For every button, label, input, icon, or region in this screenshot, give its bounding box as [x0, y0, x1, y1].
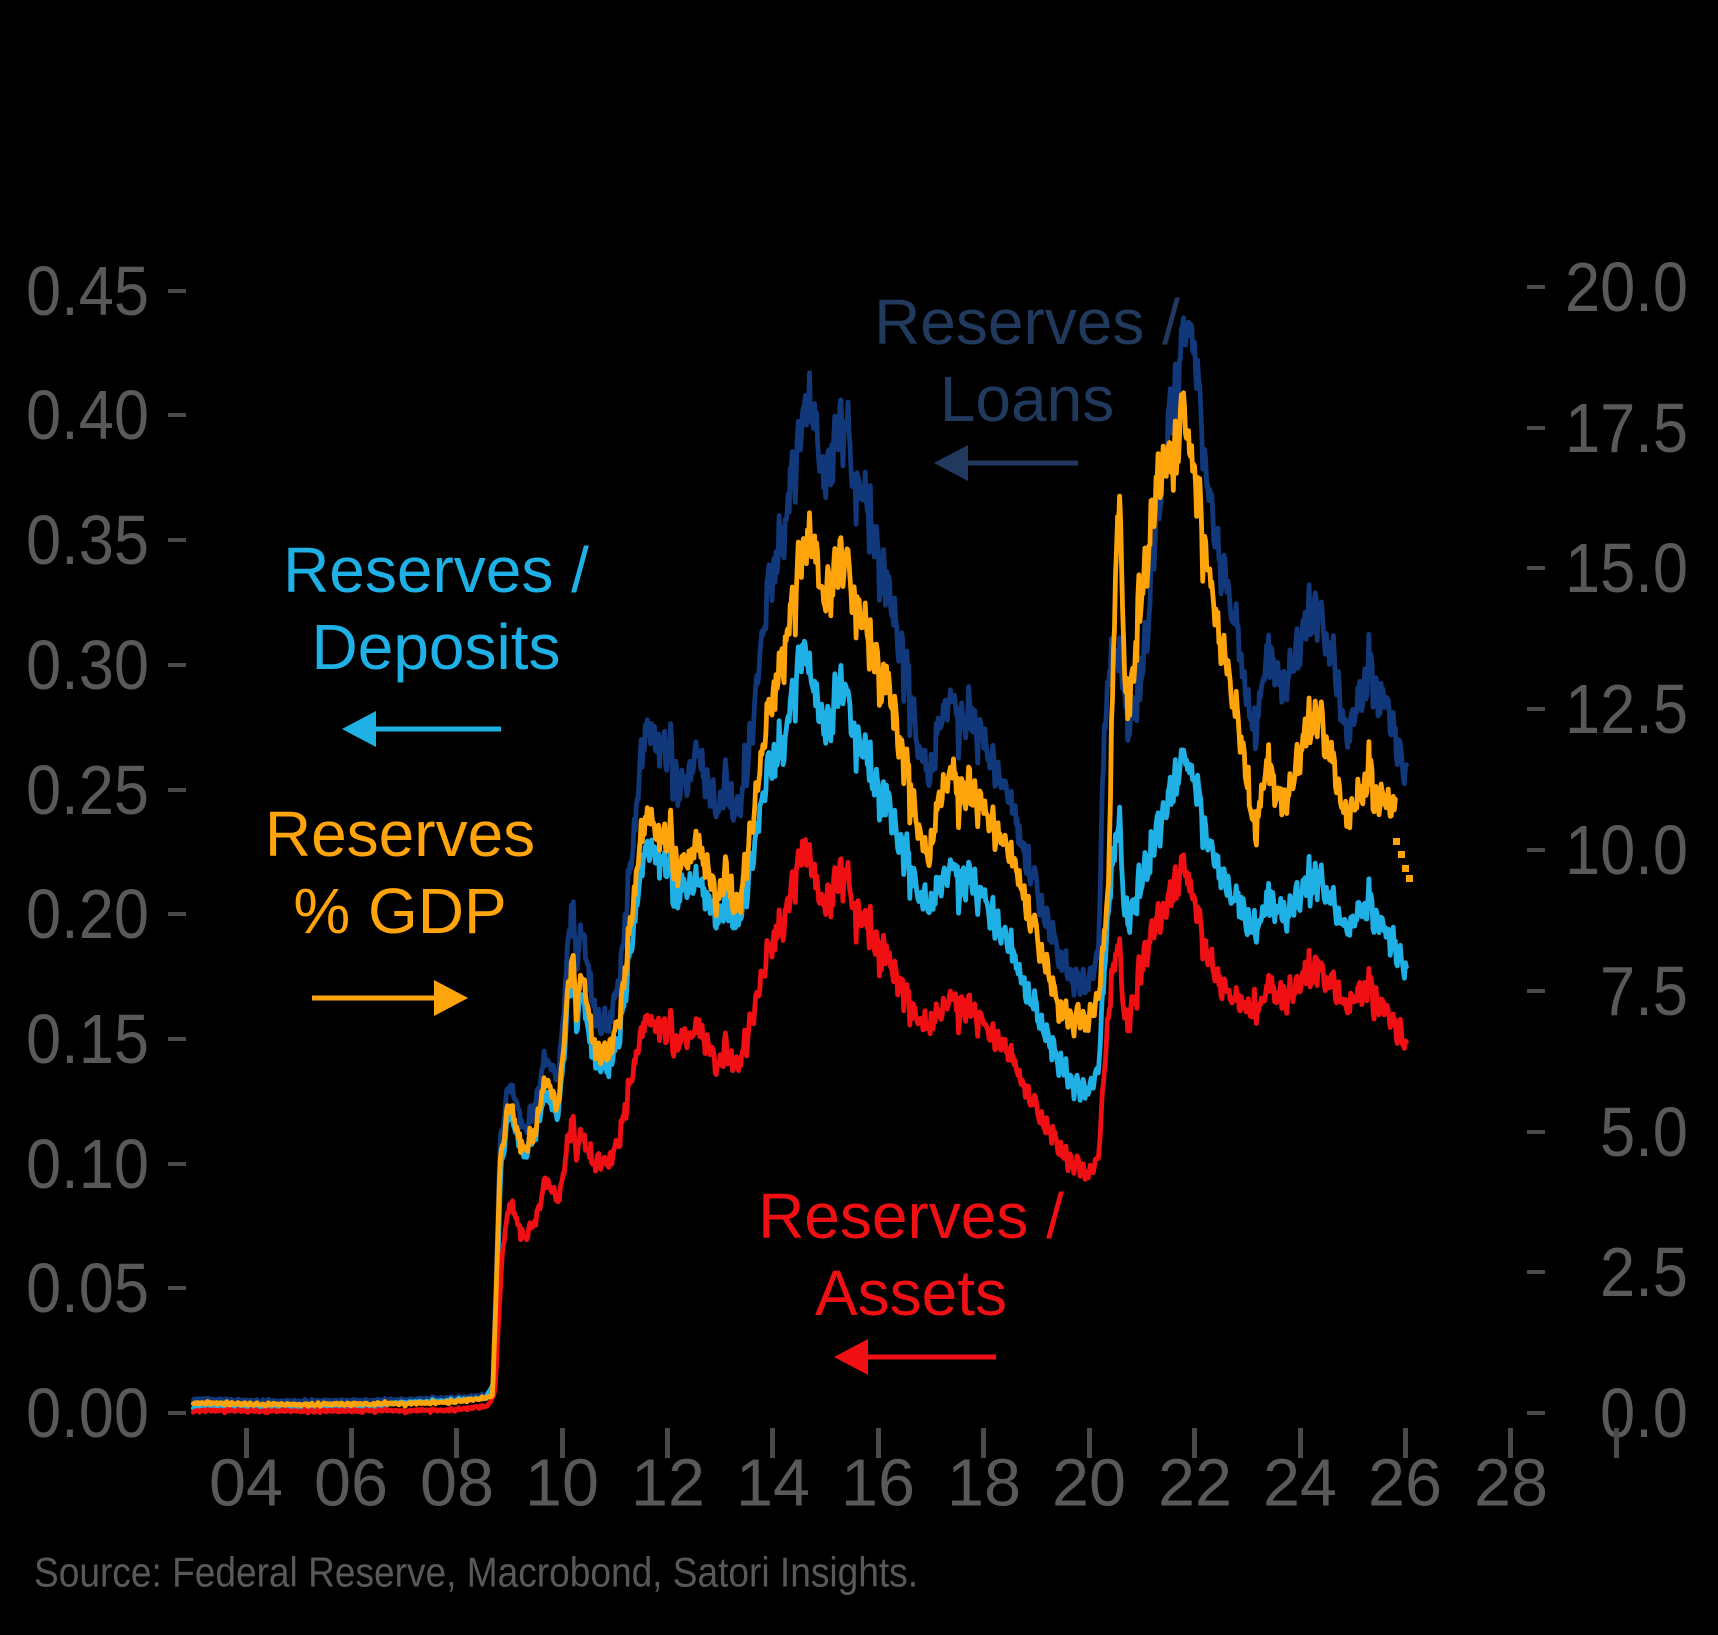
svg-text:0.30: 0.30: [26, 626, 149, 704]
svg-text:2.5: 2.5: [1600, 1233, 1688, 1311]
svg-text:0.40: 0.40: [26, 376, 149, 454]
svg-text:Reserves /: Reserves /: [283, 534, 589, 606]
svg-text:5.0: 5.0: [1600, 1093, 1688, 1171]
svg-text:0.20: 0.20: [26, 875, 149, 953]
svg-text:Reserves /: Reserves /: [758, 1180, 1064, 1252]
svg-text:0.05: 0.05: [26, 1249, 149, 1327]
svg-text:Assets: Assets: [815, 1257, 1007, 1329]
svg-text:10.0: 10.0: [1565, 811, 1688, 889]
svg-text:20: 20: [1052, 1446, 1126, 1521]
svg-text:Deposits: Deposits: [312, 611, 561, 683]
svg-text:20.0: 20.0: [1565, 248, 1688, 326]
svg-text:15.0: 15.0: [1565, 529, 1688, 607]
svg-text:Reserves: Reserves: [265, 798, 535, 870]
svg-text:0.10: 0.10: [26, 1125, 149, 1203]
svg-text:28: 28: [1474, 1446, 1548, 1521]
svg-text:12: 12: [631, 1446, 705, 1521]
svg-text:0.45: 0.45: [26, 252, 149, 330]
svg-text:04: 04: [209, 1446, 283, 1521]
svg-text:16: 16: [841, 1446, 915, 1521]
svg-text:7.5: 7.5: [1600, 952, 1688, 1030]
svg-text:% GDP: % GDP: [293, 875, 506, 947]
svg-text:17.5: 17.5: [1565, 389, 1688, 467]
svg-text:26: 26: [1368, 1446, 1442, 1521]
svg-text:Reserves /: Reserves /: [874, 286, 1180, 358]
svg-text:0.35: 0.35: [26, 501, 149, 579]
svg-text:18: 18: [947, 1446, 1021, 1521]
svg-text:24: 24: [1263, 1446, 1337, 1521]
svg-text:08: 08: [420, 1446, 494, 1521]
svg-text:0.0: 0.0: [1600, 1374, 1688, 1452]
svg-text:Loans: Loans: [940, 363, 1114, 435]
svg-text:14: 14: [736, 1446, 810, 1521]
svg-text:06: 06: [314, 1446, 388, 1521]
svg-text:10: 10: [525, 1446, 599, 1521]
svg-text:0.15: 0.15: [26, 1000, 149, 1078]
svg-text:0.25: 0.25: [26, 751, 149, 829]
svg-text:0.00: 0.00: [26, 1374, 149, 1452]
svg-text:22: 22: [1158, 1446, 1232, 1521]
svg-text:12.5: 12.5: [1565, 670, 1688, 748]
svg-text:Source: Federal Reserve, Macro: Source: Federal Reserve, Macrobond, Sato…: [34, 1549, 918, 1596]
